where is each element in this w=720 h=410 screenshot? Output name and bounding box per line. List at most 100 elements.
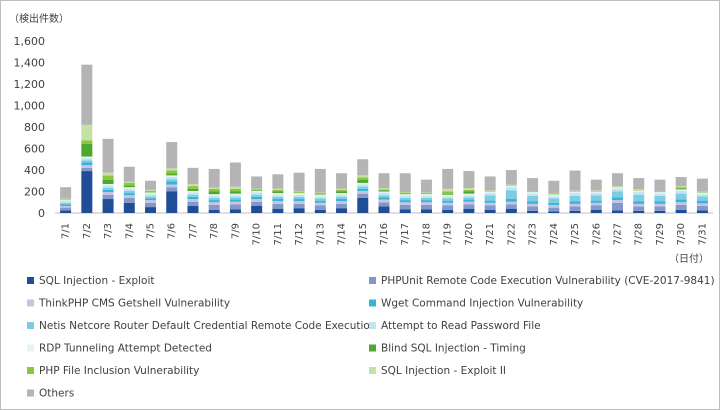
bar-segment	[251, 199, 263, 202]
legend-swatch	[369, 344, 376, 352]
bar-segment	[229, 191, 241, 194]
bar-segment	[81, 64, 93, 125]
y-tick-label: 0	[38, 207, 45, 220]
bar-segment	[696, 210, 708, 213]
bar-segment	[484, 191, 496, 194]
bar-segment	[378, 206, 390, 213]
bar-segment	[378, 193, 390, 196]
bar-segment	[187, 206, 199, 213]
bar-segment	[208, 197, 220, 201]
bar-segment	[675, 199, 687, 203]
x-tick-label: 7/11	[273, 223, 284, 245]
bar-segment	[696, 191, 708, 193]
bar-segment	[166, 142, 178, 169]
bar-segment	[102, 187, 114, 190]
legend-entry: SQL Injection - Exploit	[39, 275, 155, 287]
bar-segment	[463, 191, 475, 194]
bar-segment	[229, 193, 241, 196]
bar-segment	[251, 201, 263, 207]
bar-segment	[357, 177, 369, 180]
bar-segment	[463, 201, 475, 205]
bar-segment	[336, 191, 348, 194]
bar-segment	[187, 190, 199, 193]
bar-segment	[696, 203, 708, 207]
bar-segment	[251, 192, 263, 195]
bar-segment	[590, 190, 602, 192]
bar-segment	[675, 188, 687, 190]
bar-segment	[633, 192, 645, 195]
bar-segment	[272, 196, 284, 200]
bar-segment	[633, 206, 645, 211]
bar-segment	[102, 192, 114, 195]
bar-segment	[60, 206, 72, 208]
bar-segment	[505, 204, 517, 209]
bar-segment	[484, 190, 496, 192]
bar-segment	[314, 194, 326, 197]
x-tick-label: 7/20	[464, 223, 475, 245]
bar-segment	[378, 199, 390, 203]
bar-segment	[272, 189, 284, 192]
bar-segment	[81, 162, 93, 166]
bar-segment	[505, 185, 517, 186]
bar-segment	[208, 194, 220, 196]
bar-segment	[357, 193, 369, 198]
bar-segment	[548, 202, 560, 205]
bar-segment	[463, 199, 475, 202]
bar-segment	[166, 168, 178, 171]
bar-segment	[166, 173, 178, 176]
bar-segment	[272, 199, 284, 202]
bar-segment	[654, 191, 666, 193]
legend-entry: Attempt to Read Password File	[381, 320, 541, 332]
bar-segment	[208, 191, 220, 195]
bar-segment	[696, 200, 708, 204]
bar-segment	[293, 192, 305, 194]
y-tick-label: 1,600	[14, 35, 46, 48]
bar-segment	[314, 209, 326, 213]
bar-segment	[81, 143, 93, 157]
bar-segment	[484, 202, 496, 206]
bar-segment	[123, 181, 135, 183]
bar-segment	[378, 189, 390, 191]
bar-segment	[590, 195, 602, 201]
bar-segment	[145, 207, 157, 213]
bars	[60, 64, 708, 213]
bar-segment	[81, 124, 93, 141]
bar-segment	[420, 179, 432, 193]
bar-segment	[187, 186, 199, 189]
bar-segment	[166, 175, 178, 177]
bar-segment	[399, 194, 411, 196]
bar-segment	[378, 190, 390, 192]
bar-segment	[272, 188, 284, 190]
bar-segment	[569, 206, 581, 211]
legend-swatch	[369, 299, 376, 307]
bar-segment	[675, 189, 687, 191]
x-tick-label: 7/24	[549, 223, 560, 245]
bar-segment	[527, 192, 539, 194]
bar-segment	[484, 176, 496, 191]
bar-segment	[314, 202, 326, 206]
bar-segment	[611, 210, 623, 213]
bar-segment	[229, 162, 241, 187]
bar-segment	[548, 198, 560, 203]
bar-segment	[527, 195, 539, 202]
bar-segment	[81, 140, 93, 144]
bar-segment	[336, 188, 348, 190]
bar-segment	[293, 203, 305, 209]
bar-segment	[442, 193, 454, 195]
bar-segment	[314, 192, 326, 194]
bar-segment	[633, 189, 645, 190]
bar-segment	[590, 190, 602, 191]
bar-segment	[272, 174, 284, 189]
bar-segment	[590, 200, 602, 203]
bar-segment	[569, 190, 581, 192]
x-tick-label: 7/14	[337, 223, 348, 245]
bar-segment	[208, 209, 220, 213]
x-tick-label: 7/8	[209, 223, 220, 239]
bar-segment	[145, 196, 157, 199]
y-tick-label: 600	[24, 143, 45, 156]
bar-segment	[123, 197, 135, 203]
bar-segment	[145, 194, 157, 197]
x-tick-label: 7/22	[506, 223, 517, 245]
